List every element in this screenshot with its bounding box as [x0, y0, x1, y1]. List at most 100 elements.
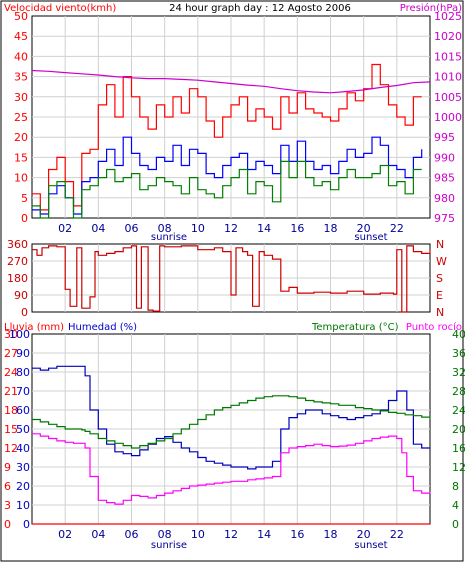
direction-y-tick-label: 0: [21, 306, 28, 319]
sunset-label: sunset: [354, 232, 387, 243]
wind-x-tick-label: 18: [324, 222, 338, 235]
wind-y-ticks: 0 5 10 15 20 25 30 35 40 45 50: [14, 10, 28, 225]
humidity-x-tick-label: 16: [290, 528, 304, 541]
wind-x-tick-label: 08: [158, 222, 172, 235]
direction-y-tick-label: 180: [7, 272, 28, 285]
series-humidity: [32, 365, 430, 470]
temp-y-tick-label: 4: [452, 499, 459, 512]
rain-y-tick-label: 27: [4, 347, 18, 360]
compass-tick-label: W: [436, 255, 447, 268]
rain-y-tick-label: 9: [4, 461, 11, 474]
direction-y-tick-label: 90: [14, 289, 28, 302]
direction-series: [32, 245, 431, 313]
rain-y-tick-label: 12: [4, 442, 18, 455]
series-wind_dir_mag: [32, 160, 422, 219]
humidity-y-tick-label: 60: [16, 404, 30, 417]
pressure-y-tick-label: 990: [434, 151, 455, 164]
compass-tick-label: E: [436, 289, 443, 302]
wind-series: [31, 63, 431, 219]
temp-y-tick-label: 16: [452, 442, 465, 455]
pressure-y-ticks: 975 980 985 990 995 1000 1005 1010 1015 1020 1025: [434, 10, 462, 225]
pressure-y-tick-label: 995: [434, 131, 455, 144]
wind-y-tick-label: 15: [14, 151, 28, 164]
wind-y-tick-label: 10: [14, 172, 28, 185]
humidity-x-tick-label: 04: [91, 528, 105, 541]
humidity-x-ticks: 02 04 06 08 10 12 14 16 18 20 22: [58, 528, 404, 541]
rain-y-tick-label: 3: [4, 499, 11, 512]
humidity-x-tick-label: 10: [191, 528, 205, 541]
humidity-y-tick-label: 90: [16, 347, 30, 360]
direction-y-tick-label: 360: [7, 238, 28, 251]
rain-y-tick-label: 24: [4, 366, 18, 379]
pressure-y-tick-label: 1010: [434, 71, 462, 84]
humidity-y-tick-label: 50: [16, 423, 30, 436]
humidity-y-tick-label: 20: [16, 480, 30, 493]
direction-y-ticks: 0 90 180 270 360: [7, 238, 28, 319]
temp-y-tick-label: 0: [452, 518, 459, 531]
wind-y-tick-label: 20: [14, 131, 28, 144]
rain-y-tick-label: 21: [4, 385, 18, 398]
compass-tick-label: S: [436, 272, 443, 285]
rain-y-tick-label: 6: [4, 480, 11, 493]
pressure-y-tick-label: 975: [434, 212, 455, 225]
humidity-y-tick-label: 70: [16, 385, 30, 398]
humidity-x-tick-label: 20: [357, 528, 371, 541]
pressure-y-tick-label: 980: [434, 192, 455, 205]
pressure-y-tick-label: 1000: [434, 111, 462, 124]
humidity-y-tick-label: 40: [16, 442, 30, 455]
pressure-y-tick-label: 1020: [434, 30, 462, 43]
humidity-y-tick-label: 80: [16, 366, 30, 379]
temp-y-tick-label: 12: [452, 461, 465, 474]
temp-y-tick-label: 20: [452, 423, 465, 436]
chart-title: 24 hour graph day : 12 Agosto 2006: [169, 3, 351, 14]
wind-y-tick-label: 0: [21, 212, 28, 225]
wind-y-tick-label: 5: [21, 192, 28, 205]
compass-tick-label: N: [436, 306, 444, 319]
humidity-x-tick-label: 22: [390, 528, 404, 541]
humidity-axis-label: Humedad (%): [68, 322, 137, 333]
humidity-grid: [32, 334, 430, 524]
wind-x-tick-label: 02: [58, 222, 72, 235]
wind-y-tick-label: 30: [14, 91, 28, 104]
wind-x-tick-label: 12: [224, 222, 238, 235]
wind-y-tick-label: 40: [14, 50, 28, 63]
humidity-x-tick-label: 18: [324, 528, 338, 541]
series-wind_max: [32, 63, 422, 211]
series-dewpoint: [32, 433, 431, 505]
wind-x-ticks: 02 04 06 08 10 12 14 16 18 20 22: [58, 222, 404, 235]
humidity-y-tick-label: 0: [23, 518, 30, 531]
sunrise-label: sunrise: [151, 232, 187, 243]
direction-y-tick-label: 270: [7, 255, 28, 268]
temp-y-tick-label: 24: [452, 404, 465, 417]
wind-x-tick-label: 06: [125, 222, 139, 235]
wind-y-tick-label: 45: [14, 30, 28, 43]
rain-humidity-temp-panel: 0369121518212427300102030405060708090100…: [4, 321, 465, 551]
humidity-series: [32, 365, 431, 525]
humidity-x-tick-label: 12: [224, 528, 238, 541]
humidity-y-tick-label: 100: [9, 328, 30, 341]
wind-x-tick-label: 14: [257, 222, 271, 235]
wind-x-tick-label: 10: [191, 222, 205, 235]
rain-y-tick-label: 30: [4, 328, 18, 341]
temp-y-tick-label: 28: [452, 385, 465, 398]
humidity-y-tick-label: 10: [16, 499, 30, 512]
humidity-y-tick-label: 30: [16, 461, 30, 474]
humidity-x-tick-label: 08: [158, 528, 172, 541]
wind-y-tick-label: 25: [14, 111, 28, 124]
temperature-axis-label: Temperatura (°C): [311, 322, 399, 333]
humidity-x-tick-label: 14: [257, 528, 271, 541]
wind-x-tick-label: 16: [290, 222, 304, 235]
pressure-y-tick-label: 1015: [434, 50, 462, 63]
series-temperature: [32, 395, 431, 449]
humidity-x-tick-label: 02: [58, 528, 72, 541]
humidity-x-tick-label: 06: [125, 528, 139, 541]
pressure-axis-label: Presión(hPa): [400, 2, 462, 14]
wind-axis-label: Velocidad viento(kmh): [4, 3, 116, 14]
rain-y-tick-label: 18: [4, 404, 18, 417]
series-pressure: [31, 69, 431, 94]
temp-y-tick-label: 36: [452, 347, 465, 360]
sunset-label-bottom: sunset: [354, 540, 387, 551]
